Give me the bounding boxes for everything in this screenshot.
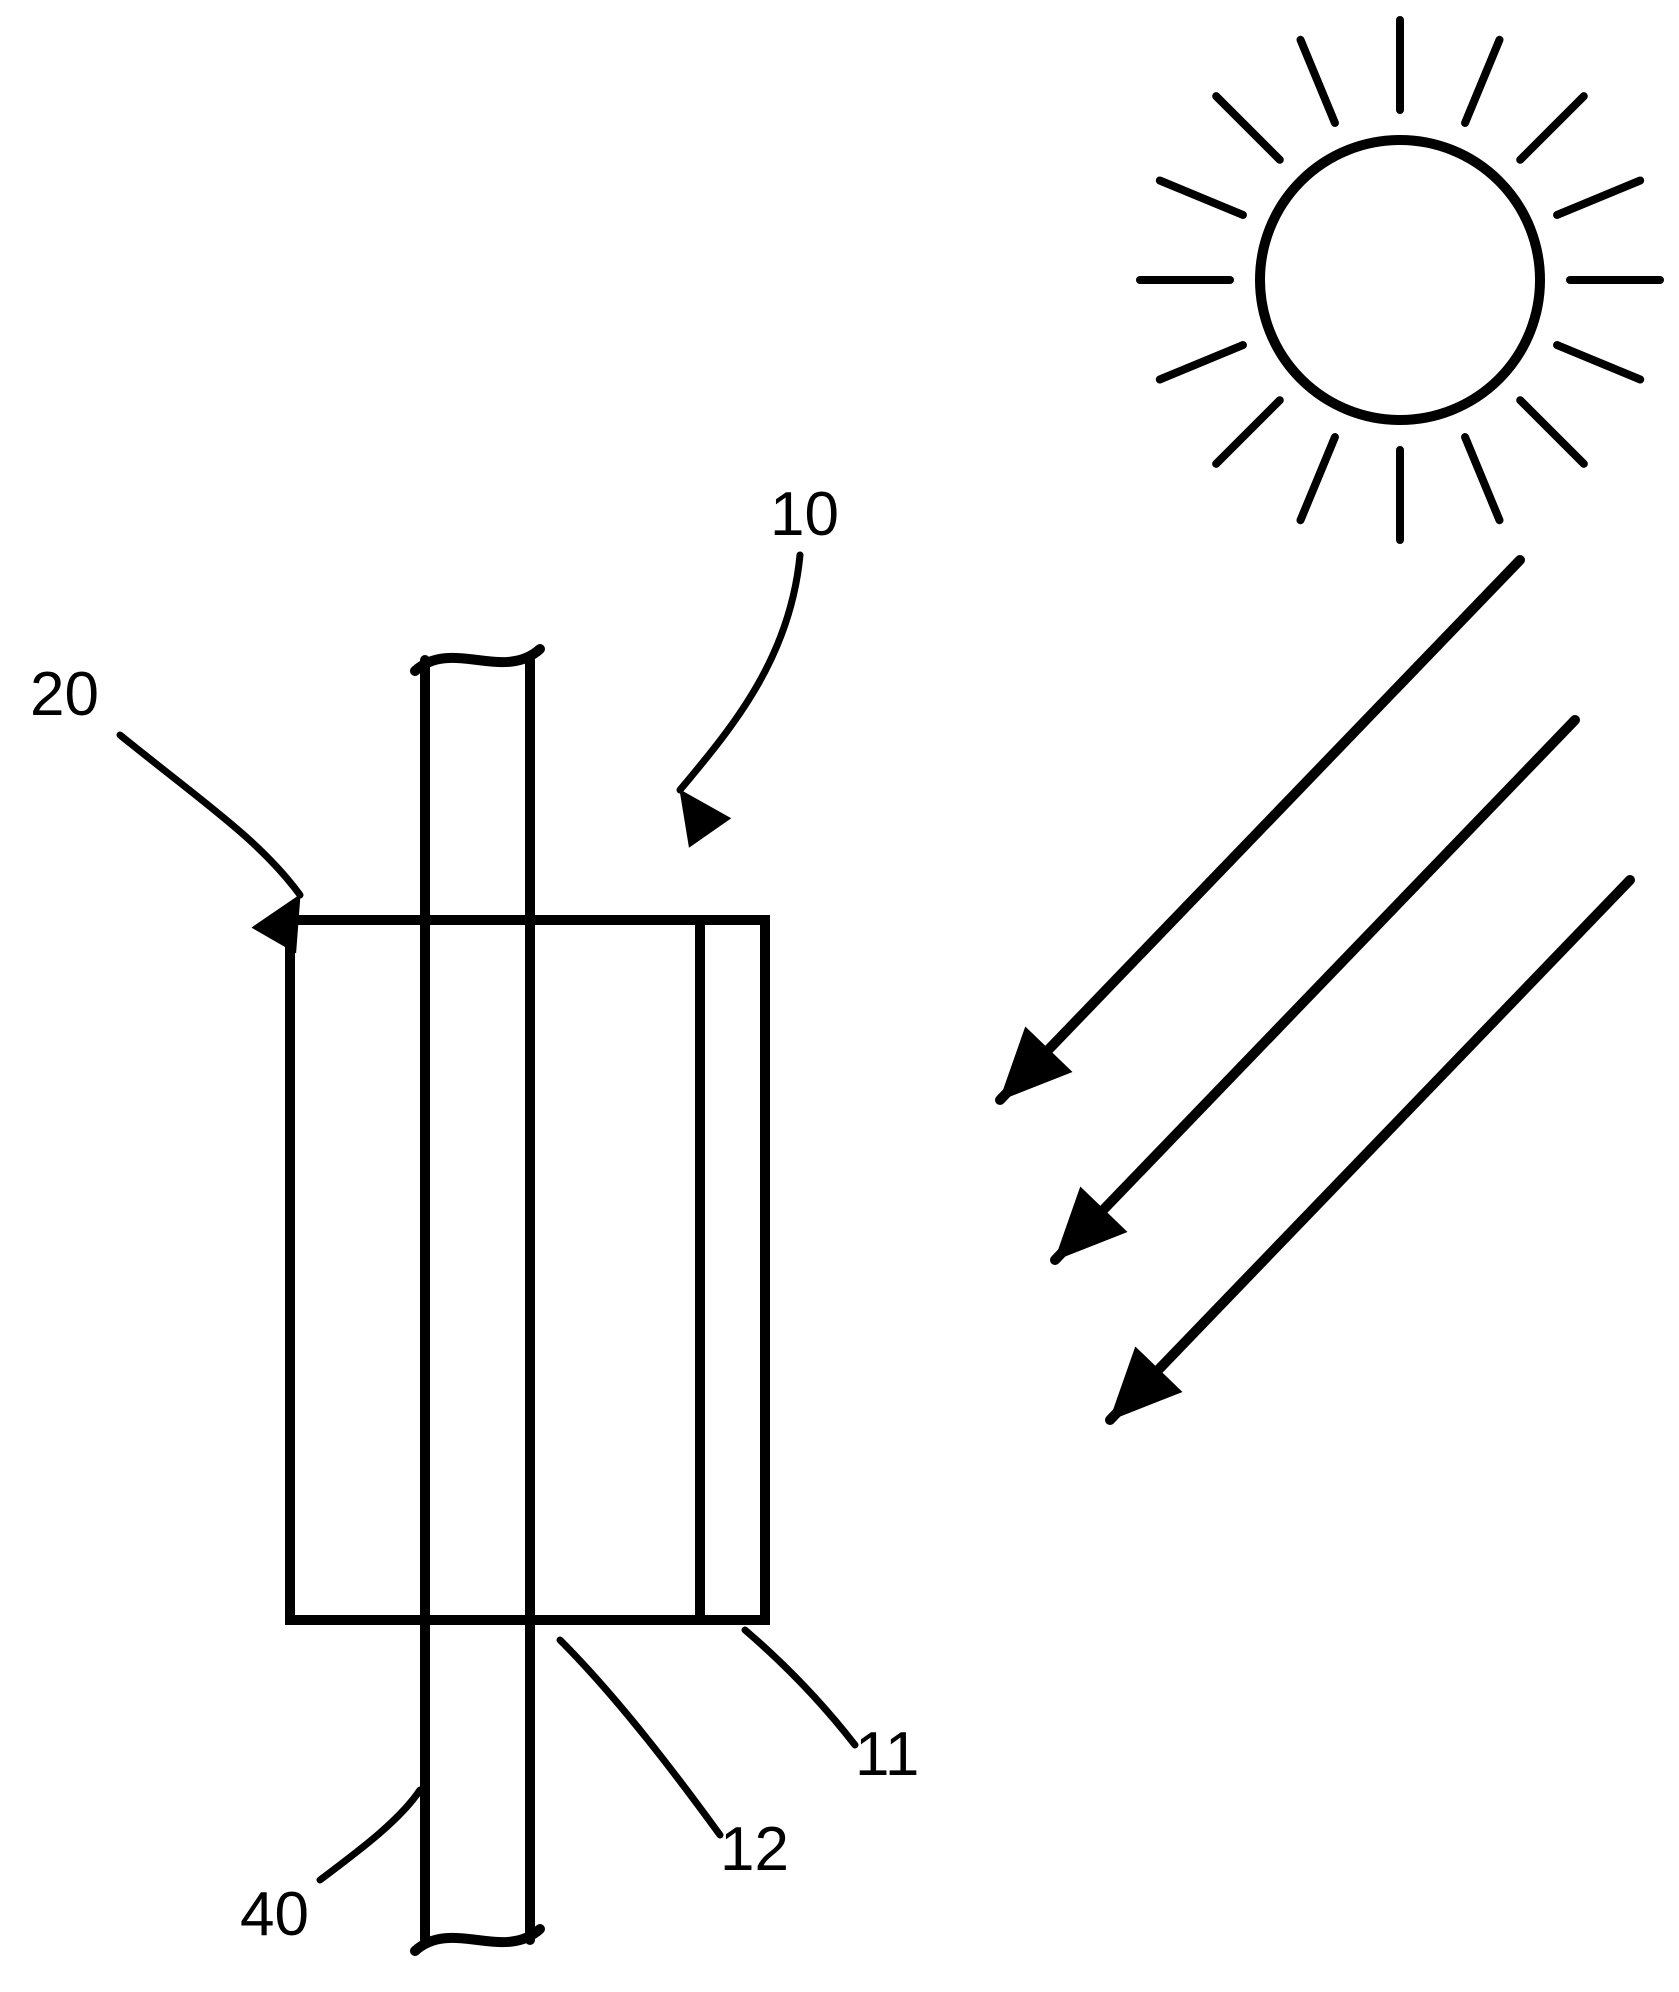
svg-text:40: 40 xyxy=(240,1880,309,1949)
svg-text:11: 11 xyxy=(855,1720,919,1789)
svg-text:20: 20 xyxy=(30,660,99,729)
svg-text:12: 12 xyxy=(720,1815,789,1884)
svg-text:10: 10 xyxy=(770,480,839,549)
